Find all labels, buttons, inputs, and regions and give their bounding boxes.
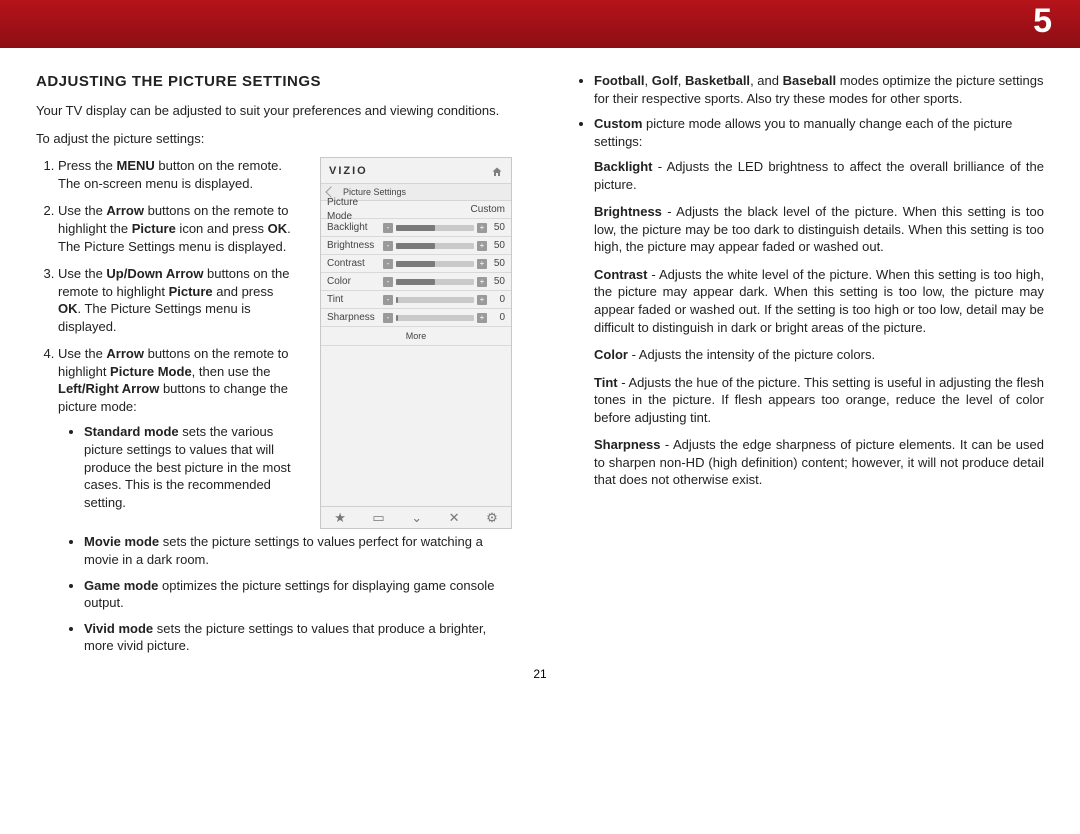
- mode-vivid: Vivid mode sets the picture settings to …: [84, 620, 512, 655]
- guide-icon: ▭: [372, 511, 384, 524]
- osd-row-picture-mode: Picture Mode Custom: [321, 201, 511, 219]
- lead-paragraph: To adjust the picture settings:: [36, 130, 512, 148]
- steps-list: Press the MENU button on the remote. The…: [36, 157, 306, 511]
- osd-footer: ★ ▭ ⌄ ✕ ⚙: [321, 506, 511, 528]
- osd-row-color: Color -+ 50: [321, 273, 511, 291]
- osd-row-brightness: Brightness -+ 50: [321, 237, 511, 255]
- gear-icon: ⚙: [486, 511, 498, 524]
- osd-body-blank: [321, 346, 511, 506]
- home-icon: [491, 166, 503, 178]
- chapter-number: 5: [1033, 2, 1052, 41]
- osd-row-contrast: Contrast -+ 50: [321, 255, 511, 273]
- left-column: ADJUSTING THE PICTURE SETTINGS Your TV d…: [36, 72, 512, 663]
- osd-row-sharpness: Sharpness -+ 0: [321, 309, 511, 327]
- intro-paragraph: Your TV display can be adjusted to suit …: [36, 102, 512, 120]
- section-title: ADJUSTING THE PICTURE SETTINGS: [36, 72, 512, 92]
- chevron-down-icon: ⌄: [411, 511, 422, 524]
- mode-game: Game mode optimizes the picture settings…: [84, 577, 512, 612]
- right-column: Football, Golf, Basketball, and Baseball…: [568, 72, 1044, 663]
- step-2: Use the Arrow buttons on the remote to h…: [58, 202, 306, 255]
- osd-brand: VIZIO: [329, 164, 368, 179]
- osd-row-backlight: Backlight -+ 50: [321, 219, 511, 237]
- step-4: Use the Arrow buttons on the remote to h…: [58, 345, 306, 511]
- custom-definitions: Backlight - Adjusts the LED brightness t…: [568, 158, 1044, 489]
- mode-movie: Movie mode sets the picture settings to …: [84, 533, 512, 568]
- close-icon: ✕: [449, 511, 460, 524]
- mode-custom: Custom picture mode allows you to manual…: [594, 115, 1044, 150]
- star-icon: ★: [334, 511, 346, 524]
- osd-more: More: [321, 327, 511, 346]
- mode-sports: Football, Golf, Basketball, and Baseball…: [594, 72, 1044, 107]
- slider-fill: [396, 225, 435, 231]
- mode-standard: Standard mode sets the various picture s…: [84, 423, 300, 511]
- minus-icon: -: [383, 223, 393, 233]
- page-number: 21: [533, 667, 546, 681]
- plus-icon: +: [477, 223, 487, 233]
- step-3: Use the Up/Down Arrow buttons on the rem…: [58, 265, 306, 335]
- step-1: Press the MENU button on the remote. The…: [58, 157, 306, 192]
- osd-row-tint: Tint -+ 0: [321, 291, 511, 309]
- osd-screenshot: VIZIO Picture Settings Picture Mode Cust…: [320, 157, 512, 529]
- page-body: ADJUSTING THE PICTURE SETTINGS Your TV d…: [0, 48, 1080, 675]
- chapter-header-band: 5: [0, 0, 1080, 48]
